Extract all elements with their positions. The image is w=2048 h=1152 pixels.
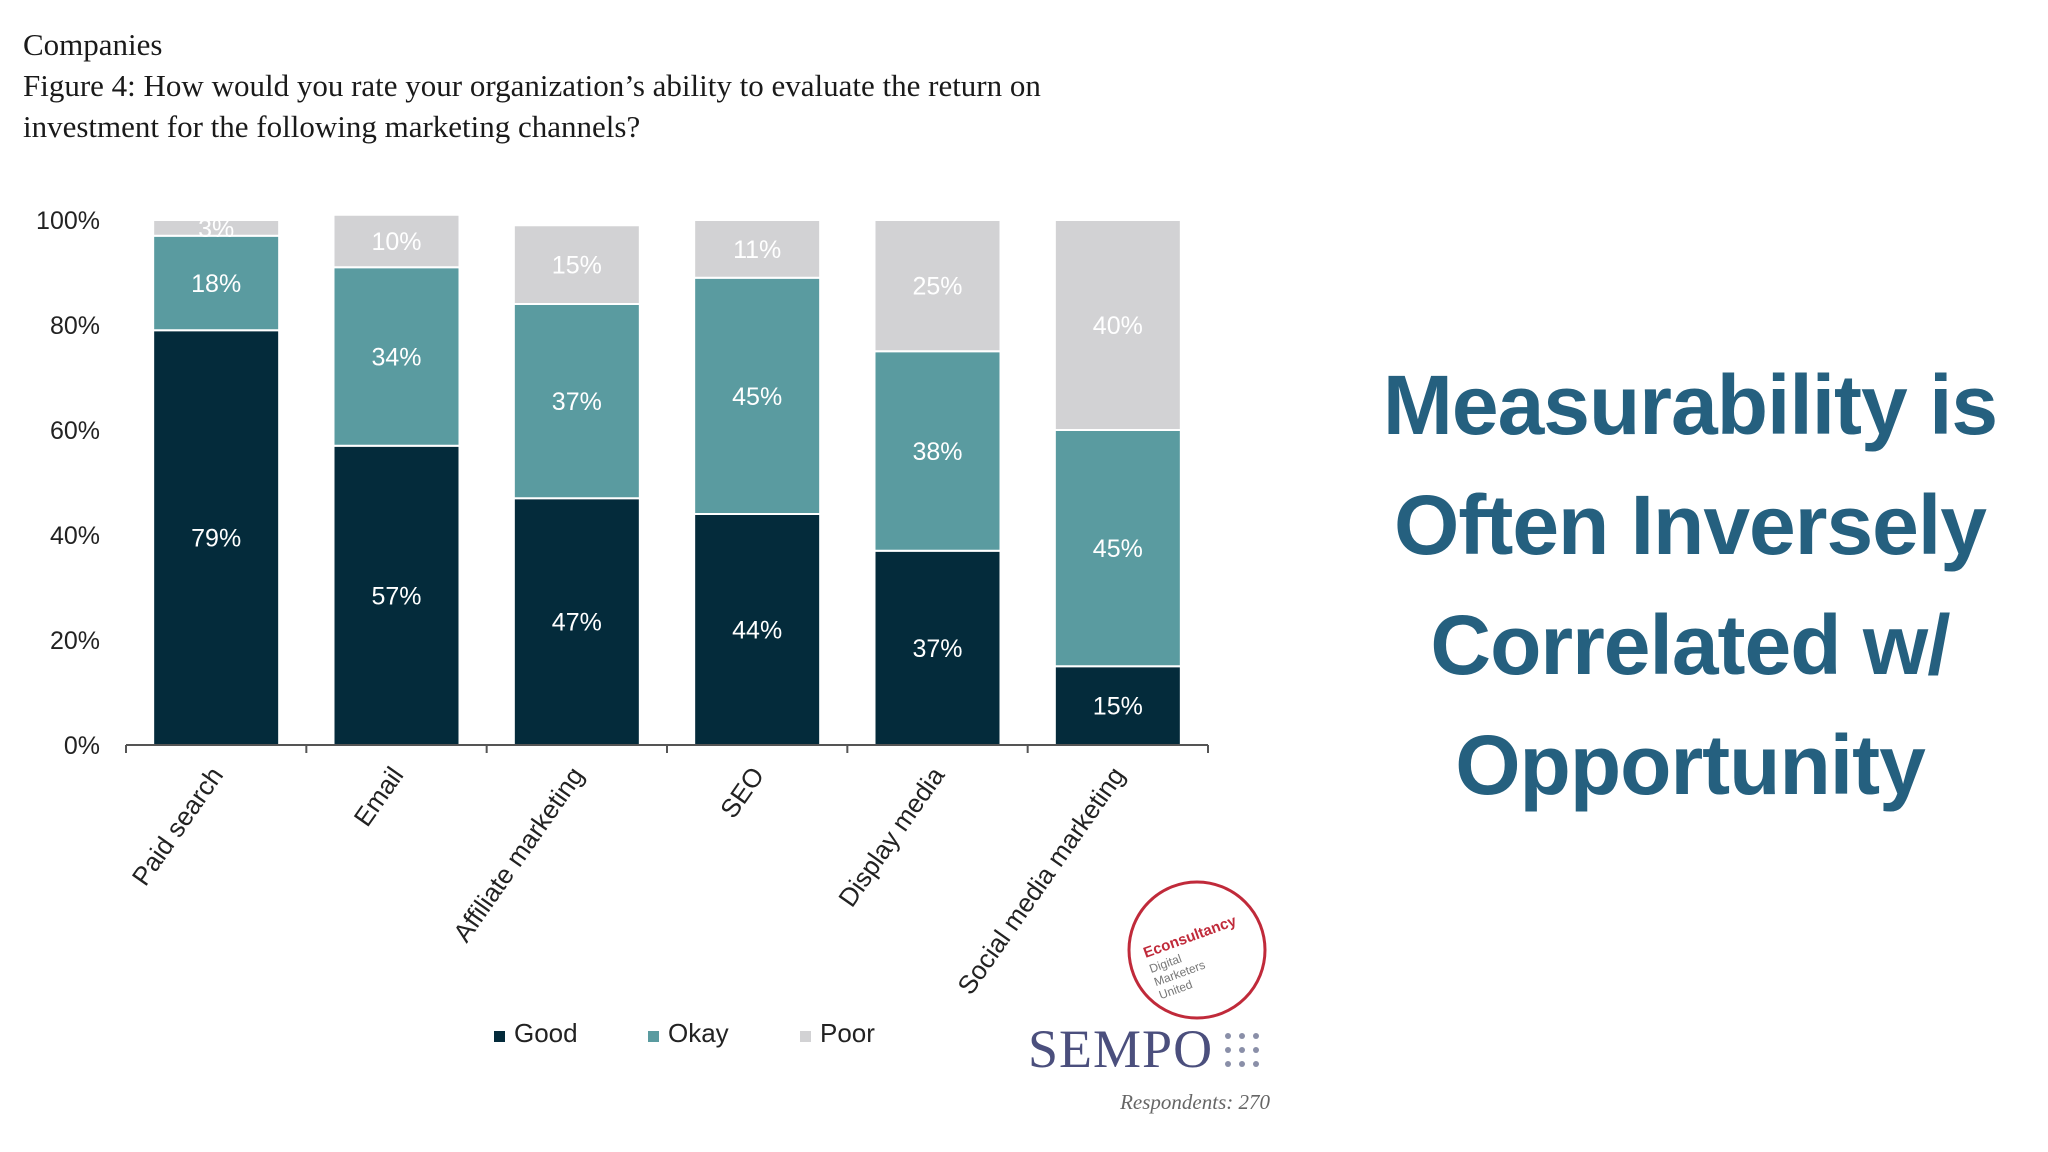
econsultancy-badge-logo: Econsultancy Digital Marketers United [1127, 880, 1267, 1020]
bar-good-seo [693, 513, 822, 746]
x-tick-label-affiliate-marketing: Affiliate marketing [447, 761, 590, 947]
data-label-poor-email: 10% [371, 228, 421, 256]
bar-okay-social-media-marketing [1053, 429, 1182, 668]
x-tick-label-seo: SEO [714, 761, 770, 823]
y-tick-label: 0% [64, 732, 100, 760]
bar-okay-seo [693, 276, 822, 515]
y-tick-label: 20% [50, 627, 100, 655]
respondents-note: Respondents: 270 [1120, 1090, 1270, 1114]
slide-heading: Measurability is Often Inversely Correla… [1330, 345, 2048, 825]
legend-label-poor: Poor [820, 1018, 875, 1048]
data-label-poor-display-media: 25% [912, 273, 962, 301]
bar-poor-display-media [873, 219, 1002, 353]
legend-swatch-poor [800, 1031, 811, 1042]
data-label-okay-social-media-marketing: 45% [1093, 535, 1143, 563]
legend-swatch-good [494, 1031, 505, 1042]
data-label-okay-affiliate-marketing: 37% [552, 388, 602, 416]
sempo-logo: SEMPO [1028, 1019, 1214, 1079]
data-label-poor-affiliate-marketing: 15% [552, 252, 602, 280]
y-tick-label: 80% [50, 312, 100, 340]
data-label-okay-display-media: 38% [912, 438, 962, 466]
data-label-good-social-media-marketing: 15% [1093, 693, 1143, 721]
bar-okay-paid-search [152, 234, 281, 332]
legend-label-okay: Okay [668, 1018, 729, 1048]
x-tick-label-email: Email [348, 761, 410, 831]
x-tick-label-social-media-marketing: Social media marketing [951, 761, 1131, 1000]
figure-title-line-1: Figure 4: How would you rate your organi… [23, 68, 1041, 103]
figure-section-label: Companies [23, 27, 163, 62]
bar-good-social-media-marketing [1053, 665, 1182, 746]
data-label-okay-email: 34% [371, 344, 421, 372]
legend-label-good: Good [514, 1018, 578, 1048]
data-label-good-display-media: 37% [912, 635, 962, 663]
legend-swatch-okay [648, 1031, 659, 1042]
bar-poor-seo [693, 219, 822, 279]
data-label-good-paid-search: 79% [191, 525, 241, 553]
data-label-okay-paid-search: 18% [191, 270, 241, 298]
data-label-good-seo: 44% [732, 617, 782, 645]
data-label-good-email: 57% [371, 582, 421, 610]
slide-heading-line-1: Measurability is [1382, 358, 1998, 452]
slide-heading-line-4: Opportunity [1455, 718, 1926, 812]
y-tick-label: 100% [36, 207, 100, 235]
bar-good-display-media [873, 549, 1002, 746]
data-label-poor-seo: 11% [733, 236, 781, 264]
bar-good-affiliate-marketing [512, 497, 641, 746]
slide-heading-line-2: Often Inversely [1394, 478, 1987, 572]
figure-title-line-2: investment for the following marketing c… [23, 109, 641, 144]
y-tick-label: 60% [50, 417, 100, 445]
bar-poor-social-media-marketing [1053, 219, 1182, 431]
x-tick-label-display-media: Display media [832, 761, 951, 912]
data-label-okay-seo: 45% [732, 383, 782, 411]
y-tick-label: 40% [50, 522, 100, 550]
slide-heading-line-3: Correlated w/ [1430, 598, 1950, 692]
stacked-bar-chart: 0% 20% 40% 60% 80% 100% 79% 18% 3% Paid search 57%… [36, 207, 1209, 1048]
x-tick-label-paid-search: Paid search [126, 761, 229, 891]
data-label-good-affiliate-marketing: 47% [552, 609, 602, 637]
bar-okay-affiliate-marketing [512, 303, 641, 500]
data-label-poor-social-media-marketing: 40% [1093, 312, 1143, 340]
data-label-poor-paid-search: 3% [198, 215, 234, 243]
bar-poor-affiliate-marketing [512, 224, 641, 305]
figure-header: Companies Figure 4: How would you rate y… [23, 24, 1303, 147]
bar-okay-email [332, 266, 461, 447]
bar-okay-display-media [873, 350, 1002, 552]
bar-poor-email [332, 213, 461, 269]
sempo-dots-icon [1225, 1033, 1259, 1067]
badge-text-0: Econsultancy [1141, 912, 1239, 962]
bar-poor-paid-search [152, 219, 281, 237]
